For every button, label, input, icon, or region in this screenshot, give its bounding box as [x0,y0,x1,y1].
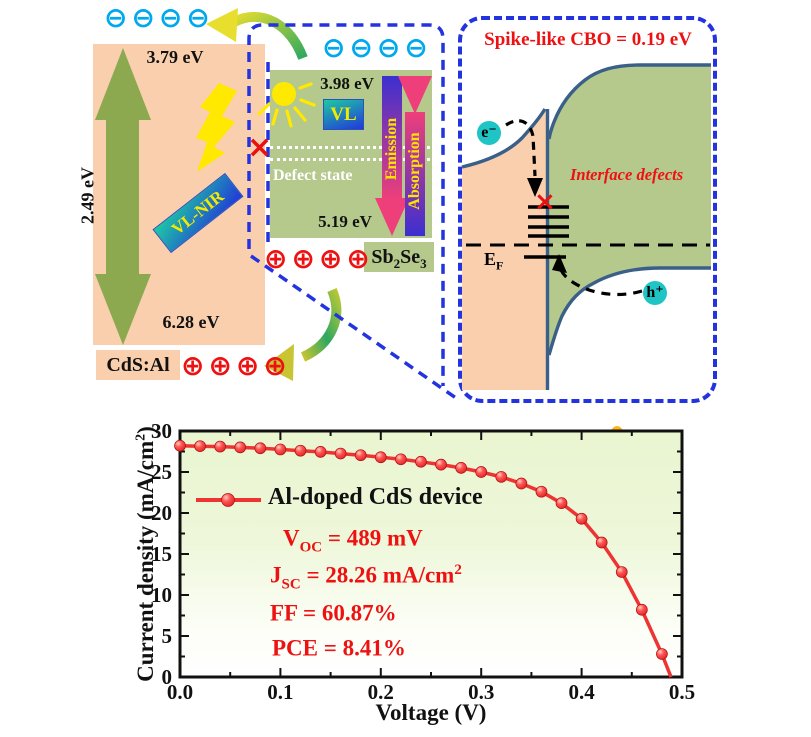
data-point-marker [174,439,186,452]
data-point-marker [314,446,327,458]
data-point-marker [334,447,347,460]
data-point-marker [495,471,508,483]
material-text: Sb [371,246,394,268]
data-point-marker [515,477,528,490]
y-axis-title: Current density (mA/cm2) [133,423,161,685]
fermi-sub: F [496,258,504,273]
blocked-transition-x-middle: × [247,130,273,165]
cds-material-label: CdS:Al [96,350,180,380]
hole-icons-middle: ⊕⊕⊕⊕ [264,242,374,275]
emission-label: Emission [383,117,400,181]
vl-photon-badge: VL [323,99,364,130]
anno-text: J [270,562,282,588]
anno-text: FF = 60.87% [270,600,397,626]
data-point-marker [254,442,267,455]
x-tick-label: 0.1 [267,680,293,704]
data-point-marker [455,462,467,474]
data-point-marker [635,603,648,616]
electron-chip: e⁻ [477,121,501,145]
y-title-text: Current density (mA/cm [133,440,158,682]
data-point-marker [194,440,206,453]
material-sub: 3 [420,256,427,271]
fermi-label: EF [484,249,503,274]
fermi-main: E [484,249,497,269]
interface-defects-label: Interface defects [570,165,684,184]
data-point-marker [435,458,447,471]
data-point-marker [234,441,247,454]
sun-icon-large [563,426,671,534]
anno-sub: OC [299,539,323,556]
y-tick-label: 5 [162,624,173,648]
data-point-marker [274,443,287,456]
anno-sub: SC [281,576,301,593]
electron-icons-middle: ⊖⊖⊖⊖ [322,31,432,64]
legend-point-marker [221,493,235,507]
pce-annotation: PCE = 8.41% [272,635,406,666]
data-point-marker [395,453,407,466]
junction-zoom-box [458,16,717,403]
chart-legend-label: Al-doped CdS device [268,484,483,510]
data-point-marker [294,444,307,457]
blocked-transition-x-right: × [534,187,556,217]
cds-cb-energy: 3.79 eV [146,47,204,67]
anno-text: = 28.26 mA/cm [300,562,455,588]
data-point-marker [575,512,588,525]
anno-text: V [283,525,300,551]
x-tick-label: 0.0 [167,680,193,704]
sb2se3-material-label: Sb2Se3 [364,242,434,272]
absorption-label: Absorption [406,132,423,210]
data-point-marker [374,451,387,464]
x-tick-label: 0.5 [669,680,695,704]
data-point-marker [415,455,427,468]
data-point-marker [595,536,608,549]
electron-icons-left: ⊖⊖⊖⊖ [104,1,214,34]
anno-text: PCE = 8.41% [272,635,406,661]
y-title-sup: 2 [133,433,149,441]
cds-vb-energy: 6.28 eV [162,312,220,332]
data-point-marker [214,440,227,453]
jsc-annotation: JSC = 28.26 mA/cm2 [270,562,462,593]
hole-chip: h⁺ [643,281,667,305]
cds-gap-energy: 2.49 eV [77,167,98,224]
hole-icons-left: ⊕⊕⊕⊕ [181,349,291,382]
sb2se3-cb-energy: 3.98 eV [320,74,374,93]
defect-state-label: Defect state [273,167,353,184]
cbo-title: Spike-like CBO = 0.19 eV [484,29,692,50]
voc-annotation: VOC = 489 mV [283,525,423,556]
anno-sup: 2 [454,562,462,578]
data-point-marker [535,485,548,498]
data-point-marker [555,497,568,510]
data-point-marker [354,449,367,462]
x-tick-label: 0.4 [568,680,595,704]
x-axis-title: Voltage (V) [375,700,487,725]
sb2se3-vb-energy: 5.19 eV [318,212,372,231]
anno-text: = 489 mV [322,525,423,551]
y-title-text: ) [133,426,158,434]
data-point-marker [475,466,488,478]
material-text: Se [400,246,421,268]
ff-annotation: FF = 60.87% [270,600,397,631]
data-point-marker [656,648,668,660]
data-point-marker [615,566,628,578]
y-tick-label: 0 [162,665,173,689]
